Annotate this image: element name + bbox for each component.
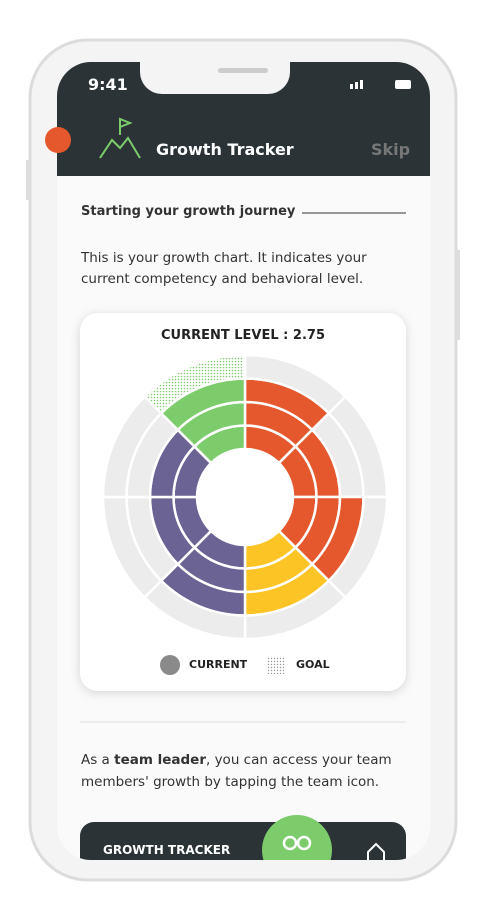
footer-text: As a team leader, you can access your te… [81, 749, 416, 793]
skip-button[interactable]: Skip [371, 140, 411, 159]
legend-goal: GOAL [296, 658, 330, 671]
side-button [456, 250, 460, 340]
legend-current-swatch [160, 655, 180, 675]
header-title: Growth Tracker [156, 140, 294, 159]
legend-goal-swatch [267, 656, 285, 674]
goal-cell [142, 353, 247, 415]
footer-before: As a [81, 752, 115, 768]
section-heading: Starting your growth journey [81, 204, 296, 219]
section-intro: This is your growth chart. It indicates … [81, 250, 367, 287]
side-button [26, 160, 30, 200]
speaker [218, 68, 268, 73]
notch [140, 62, 290, 94]
status-icons [350, 80, 411, 89]
radial-chart [101, 353, 389, 641]
legend-current: CURRENT [189, 658, 248, 671]
screen [57, 62, 430, 885]
team-icon [282, 835, 312, 851]
team-button[interactable] [262, 815, 332, 885]
home-icon[interactable] [367, 842, 385, 862]
nav-label: GROWTH TRACKER [103, 843, 231, 857]
footer-bold: team leader [114, 752, 206, 768]
side-dot [45, 127, 71, 153]
status-time: 9:41 [88, 75, 128, 94]
header-icon [99, 117, 141, 159]
footer-after: , you can access your team members' grow… [81, 752, 392, 790]
chart-title: CURRENT LEVEL : 2.75 [161, 328, 325, 343]
